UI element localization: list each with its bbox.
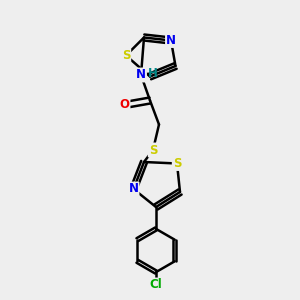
Text: N: N bbox=[128, 182, 139, 196]
Text: N: N bbox=[166, 34, 176, 47]
Text: O: O bbox=[119, 98, 130, 112]
Text: S: S bbox=[149, 143, 157, 157]
Text: S: S bbox=[122, 49, 130, 62]
Text: S: S bbox=[173, 157, 181, 170]
Text: Cl: Cl bbox=[150, 278, 162, 292]
Text: N: N bbox=[136, 68, 146, 82]
Text: H: H bbox=[148, 67, 157, 80]
